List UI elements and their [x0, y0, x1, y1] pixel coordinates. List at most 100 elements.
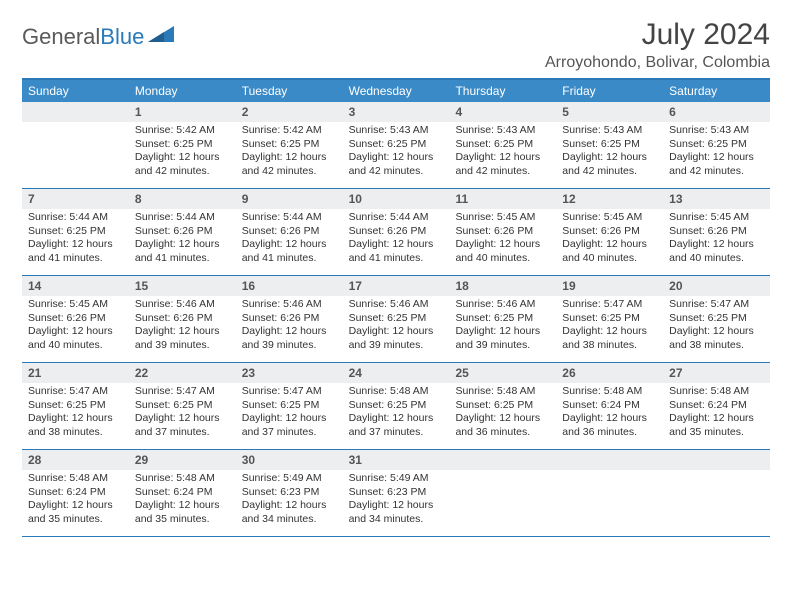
- daylight-line: Daylight: 12 hours and 39 minutes.: [135, 325, 230, 352]
- sunset-line: Sunset: 6:26 PM: [455, 225, 550, 239]
- calendar-day-cell: 30Sunrise: 5:49 AMSunset: 6:23 PMDayligh…: [236, 450, 343, 536]
- daylight-line: Daylight: 12 hours and 38 minutes.: [562, 325, 657, 352]
- sunset-line: Sunset: 6:26 PM: [242, 312, 337, 326]
- daylight-line: Daylight: 12 hours and 42 minutes.: [135, 151, 230, 178]
- day-details: Sunrise: 5:42 AMSunset: 6:25 PMDaylight:…: [236, 122, 343, 183]
- sunset-line: Sunset: 6:25 PM: [28, 225, 123, 239]
- daylight-line: Daylight: 12 hours and 39 minutes.: [242, 325, 337, 352]
- daylight-line: Daylight: 12 hours and 40 minutes.: [562, 238, 657, 265]
- day-number: 11: [449, 189, 556, 209]
- day-number: 16: [236, 276, 343, 296]
- sunrise-line: Sunrise: 5:43 AM: [455, 124, 550, 138]
- daylight-line: Daylight: 12 hours and 42 minutes.: [669, 151, 764, 178]
- sunset-line: Sunset: 6:25 PM: [349, 399, 444, 413]
- day-details: Sunrise: 5:43 AMSunset: 6:25 PMDaylight:…: [343, 122, 450, 183]
- calendar-body: 1Sunrise: 5:42 AMSunset: 6:25 PMDaylight…: [22, 102, 770, 537]
- day-number: [556, 450, 663, 470]
- daylight-line: Daylight: 12 hours and 38 minutes.: [28, 412, 123, 439]
- daylight-line: Daylight: 12 hours and 37 minutes.: [242, 412, 337, 439]
- calendar-day-cell: 10Sunrise: 5:44 AMSunset: 6:26 PMDayligh…: [343, 189, 450, 275]
- calendar-day-cell: 8Sunrise: 5:44 AMSunset: 6:26 PMDaylight…: [129, 189, 236, 275]
- weekday-header: Tuesday: [236, 80, 343, 102]
- day-details: Sunrise: 5:45 AMSunset: 6:26 PMDaylight:…: [22, 296, 129, 357]
- day-details: Sunrise: 5:43 AMSunset: 6:25 PMDaylight:…: [449, 122, 556, 183]
- sunset-line: Sunset: 6:25 PM: [562, 138, 657, 152]
- weekday-header: Thursday: [449, 80, 556, 102]
- header: GeneralBlue July 2024 Arroyohondo, Boliv…: [22, 18, 770, 72]
- day-details: Sunrise: 5:47 AMSunset: 6:25 PMDaylight:…: [236, 383, 343, 444]
- sunrise-line: Sunrise: 5:45 AM: [28, 298, 123, 312]
- month-title: July 2024: [545, 18, 770, 52]
- calendar-day-cell: 7Sunrise: 5:44 AMSunset: 6:25 PMDaylight…: [22, 189, 129, 275]
- logo-word-1: General: [22, 24, 100, 49]
- day-details: Sunrise: 5:46 AMSunset: 6:25 PMDaylight:…: [449, 296, 556, 357]
- sunrise-line: Sunrise: 5:47 AM: [562, 298, 657, 312]
- day-number: 4: [449, 102, 556, 122]
- calendar-day-cell: 17Sunrise: 5:46 AMSunset: 6:25 PMDayligh…: [343, 276, 450, 362]
- daylight-line: Daylight: 12 hours and 40 minutes.: [28, 325, 123, 352]
- sunset-line: Sunset: 6:26 PM: [242, 225, 337, 239]
- daylight-line: Daylight: 12 hours and 38 minutes.: [669, 325, 764, 352]
- sunrise-line: Sunrise: 5:43 AM: [562, 124, 657, 138]
- daylight-line: Daylight: 12 hours and 39 minutes.: [455, 325, 550, 352]
- daylight-line: Daylight: 12 hours and 35 minutes.: [669, 412, 764, 439]
- sunrise-line: Sunrise: 5:47 AM: [135, 385, 230, 399]
- day-number: 30: [236, 450, 343, 470]
- calendar-day-cell: 28Sunrise: 5:48 AMSunset: 6:24 PMDayligh…: [22, 450, 129, 536]
- sunrise-line: Sunrise: 5:43 AM: [349, 124, 444, 138]
- day-details: Sunrise: 5:46 AMSunset: 6:26 PMDaylight:…: [236, 296, 343, 357]
- day-details: Sunrise: 5:44 AMSunset: 6:26 PMDaylight:…: [343, 209, 450, 270]
- calendar-day-cell: 29Sunrise: 5:48 AMSunset: 6:24 PMDayligh…: [129, 450, 236, 536]
- day-number: 15: [129, 276, 236, 296]
- day-details: Sunrise: 5:48 AMSunset: 6:24 PMDaylight:…: [556, 383, 663, 444]
- sunrise-line: Sunrise: 5:47 AM: [669, 298, 764, 312]
- daylight-line: Daylight: 12 hours and 41 minutes.: [135, 238, 230, 265]
- day-details: Sunrise: 5:44 AMSunset: 6:26 PMDaylight:…: [236, 209, 343, 270]
- sunrise-line: Sunrise: 5:49 AM: [242, 472, 337, 486]
- day-details: Sunrise: 5:46 AMSunset: 6:25 PMDaylight:…: [343, 296, 450, 357]
- sunrise-line: Sunrise: 5:44 AM: [135, 211, 230, 225]
- sunrise-line: Sunrise: 5:48 AM: [28, 472, 123, 486]
- daylight-line: Daylight: 12 hours and 42 minutes.: [455, 151, 550, 178]
- daylight-line: Daylight: 12 hours and 36 minutes.: [562, 412, 657, 439]
- day-number: 28: [22, 450, 129, 470]
- sunset-line: Sunset: 6:25 PM: [669, 138, 764, 152]
- sunrise-line: Sunrise: 5:46 AM: [135, 298, 230, 312]
- location-subtitle: Arroyohondo, Bolivar, Colombia: [545, 54, 770, 72]
- day-number: 14: [22, 276, 129, 296]
- day-details: Sunrise: 5:46 AMSunset: 6:26 PMDaylight:…: [129, 296, 236, 357]
- sunset-line: Sunset: 6:25 PM: [455, 312, 550, 326]
- day-number: 10: [343, 189, 450, 209]
- day-number: 20: [663, 276, 770, 296]
- day-details: Sunrise: 5:44 AMSunset: 6:26 PMDaylight:…: [129, 209, 236, 270]
- calendar-week-row: 28Sunrise: 5:48 AMSunset: 6:24 PMDayligh…: [22, 450, 770, 537]
- sunrise-line: Sunrise: 5:48 AM: [349, 385, 444, 399]
- sunrise-line: Sunrise: 5:44 AM: [28, 211, 123, 225]
- calendar-day-cell: 20Sunrise: 5:47 AMSunset: 6:25 PMDayligh…: [663, 276, 770, 362]
- daylight-line: Daylight: 12 hours and 41 minutes.: [28, 238, 123, 265]
- day-number: 24: [343, 363, 450, 383]
- daylight-line: Daylight: 12 hours and 42 minutes.: [349, 151, 444, 178]
- daylight-line: Daylight: 12 hours and 37 minutes.: [135, 412, 230, 439]
- day-number: 29: [129, 450, 236, 470]
- calendar-day-cell: 27Sunrise: 5:48 AMSunset: 6:24 PMDayligh…: [663, 363, 770, 449]
- day-number: 13: [663, 189, 770, 209]
- calendar-week-row: 14Sunrise: 5:45 AMSunset: 6:26 PMDayligh…: [22, 276, 770, 363]
- day-number: 21: [22, 363, 129, 383]
- calendar-day-cell: 13Sunrise: 5:45 AMSunset: 6:26 PMDayligh…: [663, 189, 770, 275]
- sunset-line: Sunset: 6:26 PM: [135, 312, 230, 326]
- weekday-header-row: SundayMondayTuesdayWednesdayThursdayFrid…: [22, 80, 770, 102]
- sunrise-line: Sunrise: 5:45 AM: [455, 211, 550, 225]
- weekday-header: Wednesday: [343, 80, 450, 102]
- daylight-line: Daylight: 12 hours and 39 minutes.: [349, 325, 444, 352]
- daylight-line: Daylight: 12 hours and 36 minutes.: [455, 412, 550, 439]
- day-details: Sunrise: 5:45 AMSunset: 6:26 PMDaylight:…: [449, 209, 556, 270]
- day-number: 31: [343, 450, 450, 470]
- sunset-line: Sunset: 6:26 PM: [349, 225, 444, 239]
- day-number: 5: [556, 102, 663, 122]
- calendar-week-row: 7Sunrise: 5:44 AMSunset: 6:25 PMDaylight…: [22, 189, 770, 276]
- calendar-empty-cell: [22, 102, 129, 188]
- sunrise-line: Sunrise: 5:43 AM: [669, 124, 764, 138]
- day-details: Sunrise: 5:48 AMSunset: 6:24 PMDaylight:…: [663, 383, 770, 444]
- logo-text: GeneralBlue: [22, 24, 144, 50]
